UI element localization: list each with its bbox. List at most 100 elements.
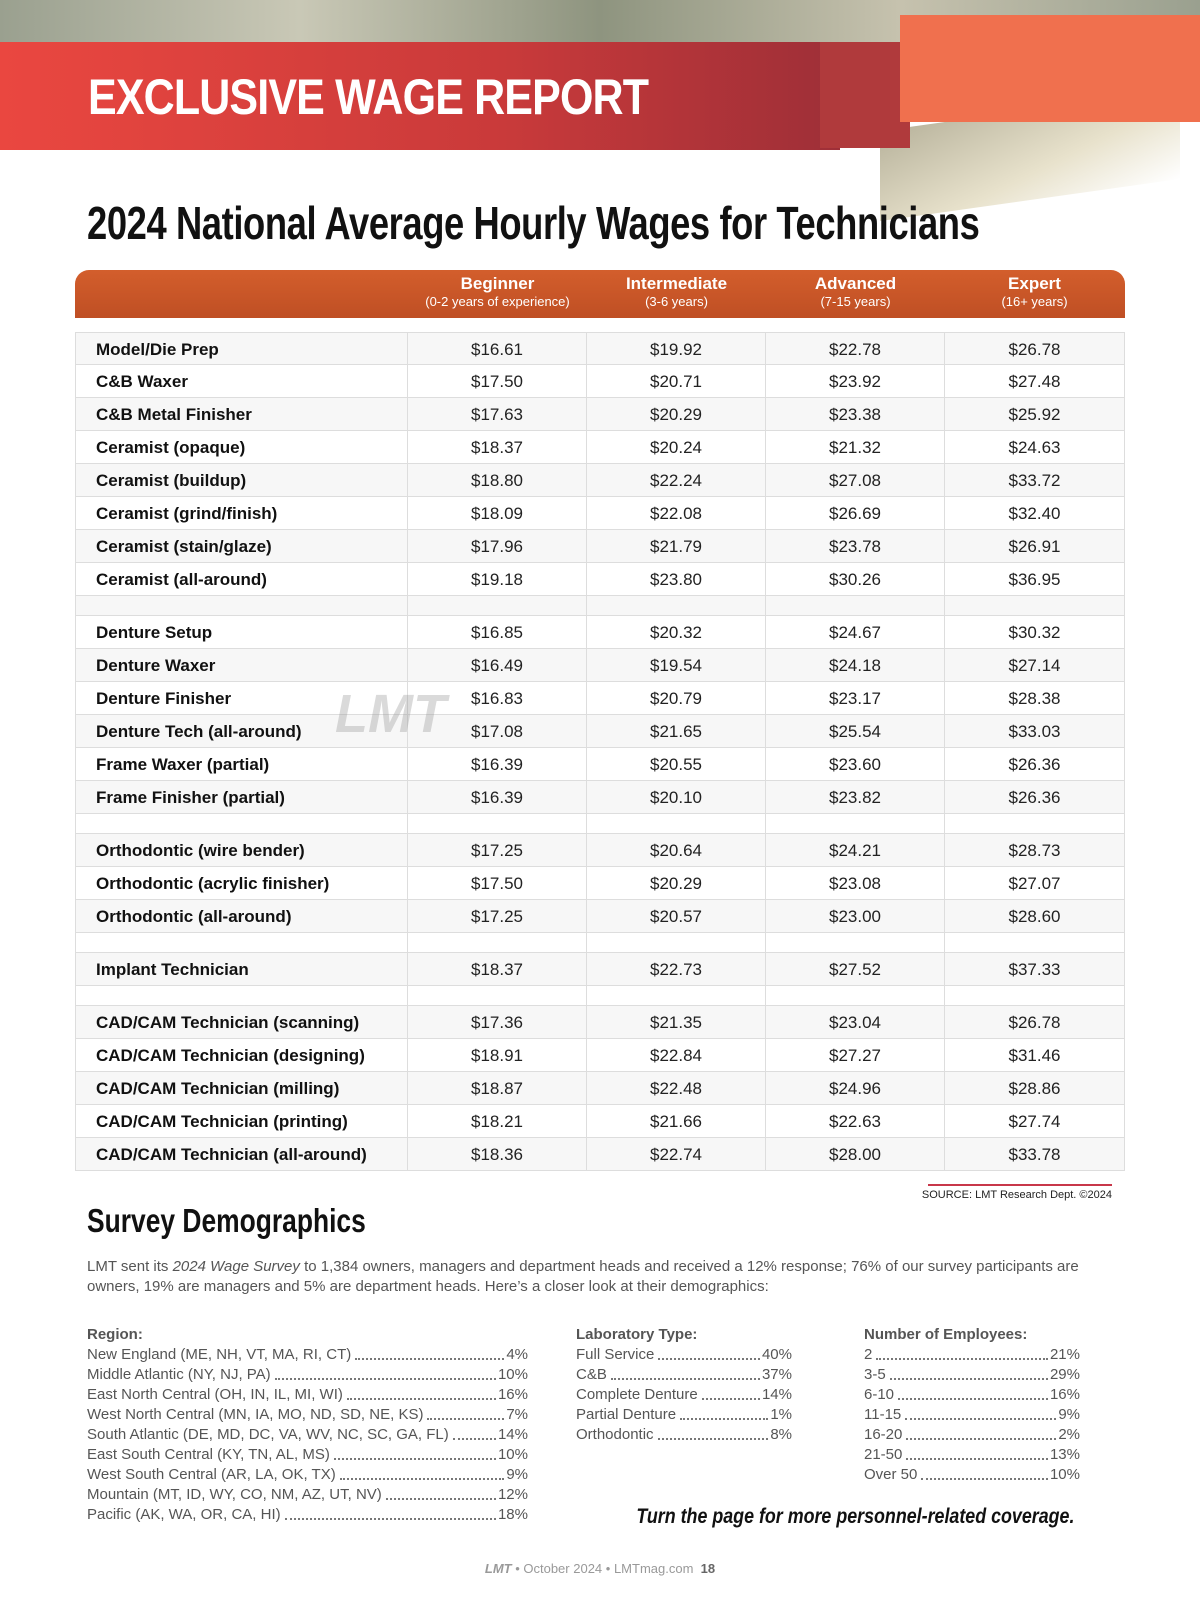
spacer-cell bbox=[766, 933, 945, 953]
wage-cell: $21.32 bbox=[766, 431, 945, 464]
banner-bar bbox=[0, 42, 840, 150]
item-value: 14% bbox=[497, 1426, 528, 1443]
row-label: Model/Die Prep bbox=[75, 332, 408, 365]
demographic-list: Laboratory Type: Full Service 40% C&B 37% Com… bbox=[576, 1325, 792, 1445]
wage-cell: $26.36 bbox=[945, 781, 1125, 814]
list-item: 3-5 29% bbox=[864, 1365, 1080, 1385]
column-subtitle: (0-2 years of experience) bbox=[425, 294, 570, 309]
wage-cell: $26.91 bbox=[945, 530, 1125, 563]
list-item: Pacific (AK, WA, OR, CA, HI) 18% bbox=[87, 1505, 528, 1525]
leader bbox=[680, 1405, 769, 1420]
item-label: West South Central (AR, LA, OK, TX) bbox=[87, 1466, 336, 1483]
wage-cell: $27.27 bbox=[766, 1039, 945, 1072]
spacer-cell bbox=[587, 933, 766, 953]
list-item: Complete Denture 14% bbox=[576, 1385, 792, 1405]
intro: LMT sent its 2024 Wage Survey to 1,384 o… bbox=[87, 1257, 1087, 1297]
item-value: 14% bbox=[761, 1386, 792, 1403]
wage-cell: $20.79 bbox=[587, 682, 766, 715]
leader bbox=[906, 1425, 1057, 1440]
row-label: Ceramist (opaque) bbox=[75, 431, 408, 464]
wage-cell: $18.09 bbox=[408, 497, 587, 530]
item-label: 2 bbox=[864, 1346, 873, 1363]
item-label: East South Central (KY, TN, AL, MS) bbox=[87, 1446, 330, 1463]
wage-cell: $17.96 bbox=[408, 530, 587, 563]
list-item: Orthodontic 8% bbox=[576, 1425, 792, 1445]
wage-cell: $33.78 bbox=[945, 1138, 1125, 1171]
list-item: West North Central (MN, IA, MO, ND, SD, … bbox=[87, 1405, 528, 1425]
leader bbox=[452, 1425, 496, 1440]
list-title: Region: bbox=[87, 1326, 143, 1343]
column-subtitle: (3-6 years) bbox=[645, 294, 708, 309]
wage-cell: $23.38 bbox=[766, 398, 945, 431]
footer-date: October 2024 bbox=[523, 1561, 603, 1576]
item-value: 16% bbox=[497, 1386, 528, 1403]
wage-cell: $24.18 bbox=[766, 649, 945, 682]
list-item: West South Central (AR, LA, OK, TX) 9% bbox=[87, 1465, 528, 1485]
spacer-cell bbox=[587, 596, 766, 616]
wage-cell: $25.92 bbox=[945, 398, 1125, 431]
leader bbox=[284, 1505, 496, 1520]
intro-italic: 2024 Wage Survey bbox=[172, 1258, 300, 1275]
wage-cell: $16.83 bbox=[408, 682, 587, 715]
footer-page: 18 bbox=[700, 1561, 716, 1576]
wage-cell: $27.52 bbox=[766, 953, 945, 986]
item-value: 7% bbox=[506, 1406, 528, 1423]
row-label: Ceramist (buildup) bbox=[75, 464, 408, 497]
wage-cell: $23.78 bbox=[766, 530, 945, 563]
row-label: Frame Finisher (partial) bbox=[75, 781, 408, 814]
wage-cell: $17.63 bbox=[408, 398, 587, 431]
wage-cell: $28.73 bbox=[945, 834, 1125, 867]
wage-cell: $22.08 bbox=[587, 497, 766, 530]
wage-cell: $23.04 bbox=[766, 1006, 945, 1039]
wage-cell: $23.00 bbox=[766, 900, 945, 933]
banner-accent bbox=[900, 15, 1200, 122]
item-label: Complete Denture bbox=[576, 1386, 698, 1403]
wage-cell: $23.60 bbox=[766, 748, 945, 781]
item-value: 10% bbox=[497, 1446, 528, 1463]
list-item: Middle Atlantic (NY, NJ, PA) 10% bbox=[87, 1365, 528, 1385]
wage-cell: $16.61 bbox=[408, 332, 587, 365]
row-label: Denture Waxer bbox=[75, 649, 408, 682]
item-label: Mountain (MT, ID, WY, CO, NM, AZ, UT, NV… bbox=[87, 1486, 382, 1503]
wage-cell: $27.48 bbox=[945, 365, 1125, 398]
spacer-cell bbox=[766, 814, 945, 834]
row-label: Orthodontic (acrylic finisher) bbox=[75, 867, 408, 900]
list-item: East North Central (OH, IN, IL, MI, WI) 1… bbox=[87, 1385, 528, 1405]
intro-text: LMT sent its bbox=[87, 1258, 173, 1275]
spacer-cell bbox=[75, 596, 408, 616]
item-value: 9% bbox=[1058, 1406, 1080, 1423]
wage-cell: $24.21 bbox=[766, 834, 945, 867]
wage-cell: $19.92 bbox=[587, 332, 766, 365]
leader bbox=[427, 1405, 505, 1420]
wage-cell: $24.63 bbox=[945, 431, 1125, 464]
wage-cell: $20.29 bbox=[587, 867, 766, 900]
banner-text: EXCLUSIVE WAGE REPORT bbox=[88, 69, 649, 125]
wage-cell: $21.65 bbox=[587, 715, 766, 748]
item-label: West North Central (MN, IA, MO, ND, SD, … bbox=[87, 1406, 424, 1423]
leader bbox=[333, 1445, 496, 1460]
wage-cell: $16.39 bbox=[408, 781, 587, 814]
item-label: 6-10 bbox=[864, 1386, 895, 1403]
wage-cell: $23.92 bbox=[766, 365, 945, 398]
spacer-cell bbox=[408, 814, 587, 834]
row-label: CAD/CAM Technician (printing) bbox=[75, 1105, 408, 1138]
row-label: C&B Waxer bbox=[75, 365, 408, 398]
wage-cell: $22.24 bbox=[587, 464, 766, 497]
column-name: Expert bbox=[1008, 274, 1061, 293]
wage-cell: $22.78 bbox=[766, 332, 945, 365]
item-value: 1% bbox=[770, 1406, 792, 1423]
list-item: 16-20 2% bbox=[864, 1425, 1080, 1445]
wage-cell: $28.60 bbox=[945, 900, 1125, 933]
wage-cell: $26.78 bbox=[945, 1006, 1125, 1039]
spacer-cell bbox=[408, 986, 587, 1006]
item-label: Full Service bbox=[576, 1346, 655, 1363]
item-value: 4% bbox=[506, 1346, 528, 1363]
column-subtitle: (16+ years) bbox=[1001, 294, 1068, 309]
list-item: East South Central (KY, TN, AL, MS) 10% bbox=[87, 1445, 528, 1465]
spacer-cell bbox=[587, 986, 766, 1006]
item-label: New England (ME, NH, VT, MA, RI, CT) bbox=[87, 1346, 352, 1363]
list-title: Laboratory Type: bbox=[576, 1326, 698, 1343]
wage-cell: $18.80 bbox=[408, 464, 587, 497]
spacer-cell bbox=[408, 933, 587, 953]
wage-cell: $22.48 bbox=[587, 1072, 766, 1105]
